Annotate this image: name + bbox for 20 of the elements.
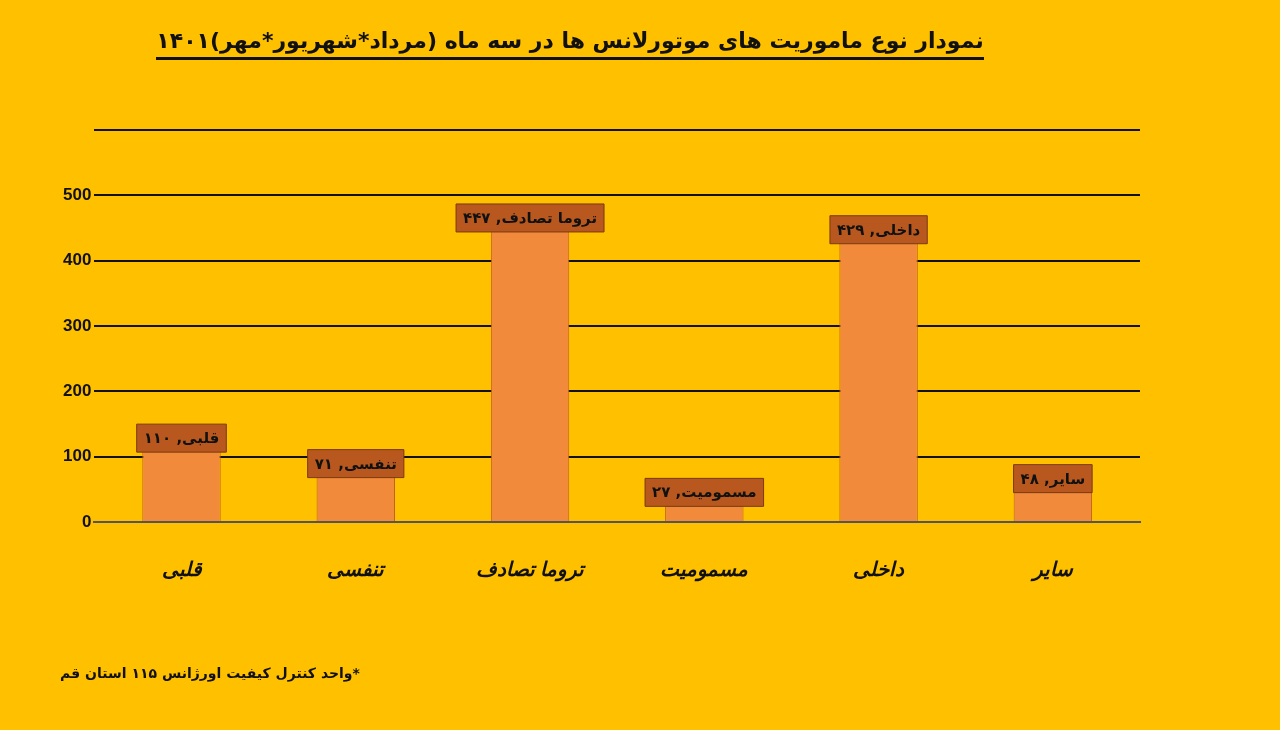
data-label: تنفسی, ۷۱ — [314, 454, 397, 473]
y-tick-label: 100 — [62, 446, 92, 466]
x-tick-label: تنفسی — [327, 557, 387, 580]
data-label: داخلی, ۴۲۹ — [836, 220, 921, 239]
data-label: سایر, ۴۸ — [1020, 469, 1086, 488]
x-tick-label: تروما تصادف — [475, 557, 587, 582]
x-tick-label: مسمومیت — [660, 557, 749, 582]
x-tick-label: قلبی — [161, 557, 203, 580]
y-tick-label: 300 — [62, 315, 92, 335]
text: *واحد کنترل کیفیت اورژانس ۱۱۵ استان قم — [60, 665, 360, 681]
y-tick-label: 200 — [62, 381, 92, 401]
data-label: قلبی, ۱۱۰ — [143, 429, 220, 448]
x-tick-label: داخلی — [853, 557, 906, 580]
data-label: مسمومیت, ۲۷ — [652, 483, 757, 502]
y-tick-label: 500 — [62, 185, 92, 205]
data-label: تروما تصادف, ۴۴۷ — [463, 208, 598, 227]
y-tick-label: 400 — [62, 250, 92, 270]
chart-title: نمودار نوع ماموریت های موتورلانس ها در سه ماه (مرداد*شهریور*مهر)۱۴۰۱ — [156, 28, 984, 60]
x-tick-label: سایر — [1029, 557, 1074, 582]
y-tick-label: 0 — [81, 511, 92, 531]
